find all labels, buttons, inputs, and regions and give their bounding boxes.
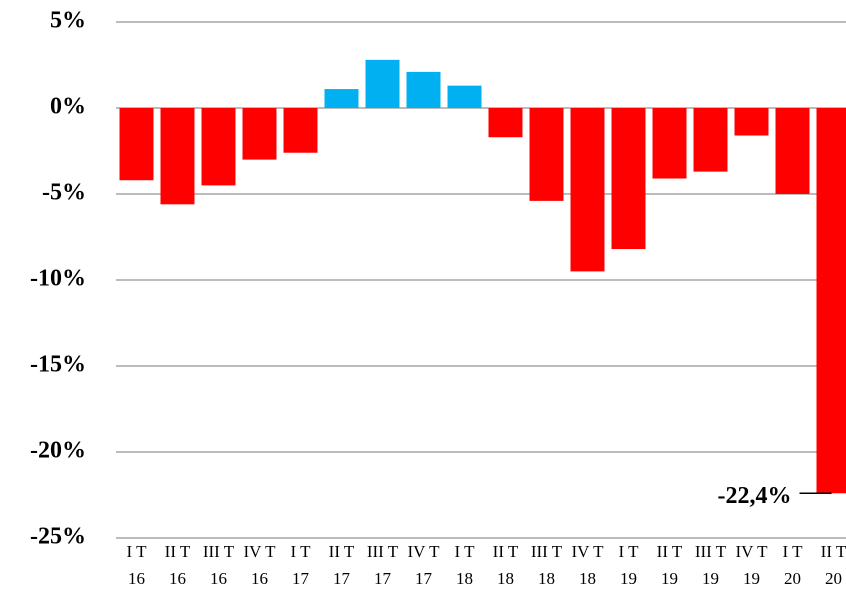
x-tick-line: II T [165,542,191,561]
x-tick-label: II T 17 [329,542,355,588]
x-tick-line: 16 [251,569,268,588]
x-tick-line: 18 [579,569,596,588]
x-tick-label: III T 19 [695,542,727,588]
x-tick-line: III T [203,542,235,561]
y-tick-label: -25% [30,524,86,550]
x-tick-line: 17 [374,569,392,588]
x-tick-line: II T [493,542,519,561]
bar [447,85,482,108]
y-tick-label: -20% [30,438,86,464]
y-tick-label: -15% [30,352,86,378]
x-tick-line: 16 [128,569,145,588]
x-tick-line: II T [657,542,683,561]
bar [488,108,523,138]
x-tick-label: I T 16 [127,542,148,588]
value-label: -22,4% [718,483,792,509]
bar [529,108,564,201]
bar [816,108,846,494]
x-tick-label: IV T 16 [244,542,277,588]
bar [611,108,646,250]
bar [365,59,400,108]
x-tick-line: III T [367,542,399,561]
bar [406,71,441,108]
bar [652,108,687,179]
bar [734,108,769,136]
bar [160,108,195,205]
x-tick-label: II T 20 [821,542,846,588]
x-tick-label: II T 16 [165,542,191,588]
x-tick-line: 18 [456,569,473,588]
x-tick-label: I T 20 [783,542,804,588]
bar [324,89,359,108]
x-tick-line: III T [695,542,727,561]
bar [119,108,154,181]
x-tick-line: II T [821,542,846,561]
x-tick-label: II T 19 [657,542,683,588]
x-tick-line: I T [127,542,148,561]
x-tick-label: III T 17 [367,542,399,588]
x-tick-line: I T [619,542,640,561]
x-tick-line: I T [455,542,476,561]
x-tick-label: II T 18 [493,542,519,588]
y-tick-label: 0% [50,94,86,120]
x-tick-line: 18 [538,569,555,588]
x-tick-line: I T [291,542,312,561]
x-tick-line: 20 [825,569,842,588]
x-tick-label: IV T 19 [736,542,769,588]
x-tick-label: III T 18 [531,542,563,588]
bar [283,108,318,153]
x-tick-line: 19 [743,569,760,588]
x-tick-line: IV T [736,542,769,561]
x-tick-label: IV T 17 [408,542,441,588]
x-tick-line: 19 [620,569,637,588]
x-tick-line: 18 [497,569,514,588]
x-tick-line: 17 [333,569,351,588]
x-tick-label: I T 19 [619,542,640,588]
x-tick-label: I T 18 [455,542,476,588]
x-tick-line: I T [783,542,804,561]
y-tick-label: -5% [42,180,86,206]
x-tick-line: 17 [292,569,310,588]
bar [693,108,728,172]
bar [242,108,277,160]
bar [201,108,236,186]
x-tick-label: I T 17 [291,542,312,588]
x-tick-line: 17 [415,569,433,588]
x-tick-line: IV T [572,542,605,561]
x-tick-line: IV T [244,542,277,561]
bar [775,108,810,194]
bar [570,108,605,272]
x-tick-line: 16 [169,569,186,588]
x-tick-line: 20 [784,569,801,588]
x-tick-line: 19 [702,569,719,588]
x-tick-line: 19 [661,569,678,588]
x-tick-line: 16 [210,569,227,588]
y-tick-label: -10% [30,266,86,292]
x-tick-label: IV T 18 [572,542,605,588]
y-tick-label: 5% [50,8,86,34]
x-tick-line: IV T [408,542,441,561]
x-tick-label: III T 16 [203,542,235,588]
x-tick-line: II T [329,542,355,561]
x-tick-line: III T [531,542,563,561]
